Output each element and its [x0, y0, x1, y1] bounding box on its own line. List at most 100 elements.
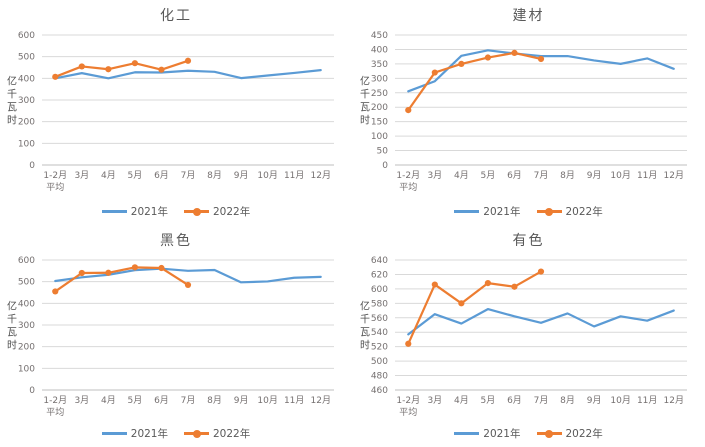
x-category-label: 3月 [427, 395, 442, 406]
y-tick-label: 450 [370, 31, 387, 41]
x-category-label: 10月 [610, 395, 630, 406]
x-category-label: 平均 [46, 406, 64, 418]
y-tick-label: 200 [18, 343, 35, 353]
y-axis-label: 亿 [7, 300, 17, 313]
x-category-label: 12月 [311, 170, 331, 181]
legend-item-2021: 2021年 [454, 204, 521, 219]
data-point-marker [105, 66, 112, 73]
x-category-label: 4月 [453, 395, 468, 406]
y-tick-label: 540 [370, 328, 387, 338]
chart-title: 建材 [512, 8, 545, 24]
series-line-2021年 [406, 308, 675, 336]
legend-label: 2022年 [213, 428, 251, 440]
y-tick-label: 600 [370, 285, 387, 295]
series-line-2022年 [54, 266, 190, 293]
y-tick-label: 640 [370, 256, 387, 266]
data-point-marker [158, 264, 165, 272]
y-tick-label: 0 [29, 161, 35, 171]
x-category-label: 6月 [154, 395, 169, 406]
legend: 2021年 2022年 [101, 426, 251, 441]
data-point-marker [184, 281, 192, 289]
legend-label: 2021年 [130, 206, 168, 218]
chart-building-materials: 建材 0 50 100 150 200 250 300 350 400 450 亿千瓦时 1-2月 平均… [352, 0, 705, 225]
x-category-label: 平均 [399, 181, 417, 193]
y-axis-label: 时 [360, 340, 370, 352]
y-axis-label: 亿 [7, 75, 17, 88]
line-swatch-icon [454, 432, 480, 435]
data-point-marker [457, 300, 464, 307]
y-tick-label: 300 [18, 321, 35, 331]
y-tick-label: 560 [370, 314, 387, 324]
x-category-label: 11月 [636, 170, 656, 181]
x-category-label: 11月 [284, 170, 304, 181]
x-category-label: 8月 [560, 395, 575, 406]
x-category-label: 4月 [101, 170, 116, 181]
legend: 2021年 2022年 [101, 204, 251, 219]
y-tick-label: 480 [370, 372, 387, 382]
data-point-marker [78, 269, 85, 277]
legend-label: 2021年 [483, 428, 521, 440]
x-category-label: 11月 [636, 395, 656, 406]
line-swatch-icon [536, 429, 562, 438]
series-line-2022年 [406, 51, 542, 112]
x-category-label: 8月 [207, 170, 222, 181]
x-category-label: 12月 [311, 395, 331, 406]
data-point-marker [404, 340, 411, 347]
x-category-label: 1-2月 [396, 170, 420, 181]
y-axis-label: 千 [7, 314, 17, 326]
legend-label: 2021年 [483, 206, 521, 218]
x-category-label: 7月 [533, 170, 548, 181]
y-axis-label: 瓦 [360, 103, 370, 114]
data-point-marker [131, 264, 139, 271]
y-tick-label: 300 [18, 96, 35, 106]
x-category-label: 7月 [181, 170, 196, 181]
line-swatch-icon [184, 207, 209, 216]
y-axis-label: 瓦 [7, 328, 17, 339]
x-category-label: 10月 [257, 395, 277, 406]
y-axis-label: 时 [360, 115, 370, 127]
legend-item-2021: 2021年 [454, 426, 521, 441]
x-category-label: 9月 [234, 170, 249, 181]
data-point-marker [431, 69, 438, 76]
data-point-marker [158, 66, 165, 73]
x-category-label: 9月 [234, 395, 249, 406]
legend-item-2022: 2022年 [536, 204, 603, 219]
legend-label: 2021年 [130, 428, 168, 440]
y-tick-label: 500 [18, 278, 35, 288]
x-category-label: 11月 [284, 395, 304, 406]
y-tick-label: 460 [370, 386, 387, 396]
y-tick-label: 500 [370, 357, 387, 367]
data-point-marker [52, 73, 59, 80]
data-point-marker [484, 54, 491, 61]
y-tick-label: 50 [376, 147, 388, 157]
data-point-marker [105, 269, 112, 276]
legend: 2021年 2022年 [454, 204, 603, 219]
chart-nonferrous-metals: 有色 460 480 500 520 540 560 580 600 620 640 亿千瓦时 1-2… [352, 225, 705, 447]
y-tick-label: 520 [370, 343, 387, 353]
y-tick-label: 400 [18, 299, 35, 309]
x-category-label: 12月 [663, 170, 683, 181]
y-axis-label: 瓦 [360, 328, 370, 339]
y-axis-label: 千 [360, 314, 370, 326]
y-axis-label: 千 [360, 89, 370, 101]
x-category-label: 9月 [586, 395, 601, 406]
y-tick-label: 350 [370, 60, 387, 70]
line-swatch-icon [454, 210, 480, 213]
x-category-label: 5月 [480, 395, 495, 406]
y-tick-label: 200 [370, 103, 387, 113]
marker-dot-icon [192, 207, 201, 216]
x-category-label: 1-2月 [43, 395, 67, 406]
line-swatch-icon [184, 429, 209, 438]
data-point-marker [537, 268, 544, 275]
x-category-label: 1-2月 [43, 170, 67, 181]
y-axis-label: 时 [7, 115, 17, 127]
chart-ferrous-metals: 黑色 0 100 200 300 400 500 600 亿千瓦时 1-2月 平均 3月 4月 5月 6月… [0, 225, 352, 447]
x-category-label: 4月 [453, 170, 468, 181]
y-tick-label: 400 [18, 74, 35, 84]
x-category-label: 4月 [101, 395, 116, 406]
legend-label: 2022年 [565, 428, 603, 440]
legend-label: 2022年 [213, 206, 251, 218]
x-category-label: 5月 [128, 395, 143, 406]
